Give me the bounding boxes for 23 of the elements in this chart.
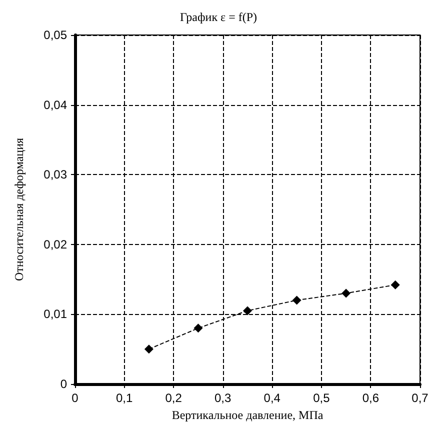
x-tick-label: 0,4 [264, 391, 281, 405]
point [342, 288, 351, 298]
x-tick-label: 0,3 [214, 391, 232, 405]
y-tick-label: 0,01 [44, 307, 68, 322]
x-tick-label: 0,5 [313, 391, 330, 405]
x-tick-label: 0 [72, 391, 79, 405]
point [243, 306, 252, 316]
x-tick-label: 0,6 [362, 391, 380, 405]
x-tick-label: 0,7 [412, 391, 429, 405]
chart-title: График ε = f(P) [180, 10, 258, 24]
y-tick-label: 0 [60, 377, 68, 391]
y-axis-title: Относительная деформация [12, 138, 26, 282]
y-tick-label: 0,02 [44, 237, 68, 252]
point [194, 324, 203, 333]
x-axis-title: Вертикальное давление, МПа [172, 408, 324, 422]
y-tick-label: 0,04 [44, 98, 68, 112]
x-tick-label: 0,2 [165, 391, 182, 405]
point [292, 296, 302, 305]
y-tick-label: 0,05 [44, 28, 68, 42]
y-tick-label: 0,03 [44, 168, 68, 182]
point [390, 280, 400, 290]
point [144, 344, 154, 354]
x-tick-label: 0,1 [116, 391, 133, 405]
